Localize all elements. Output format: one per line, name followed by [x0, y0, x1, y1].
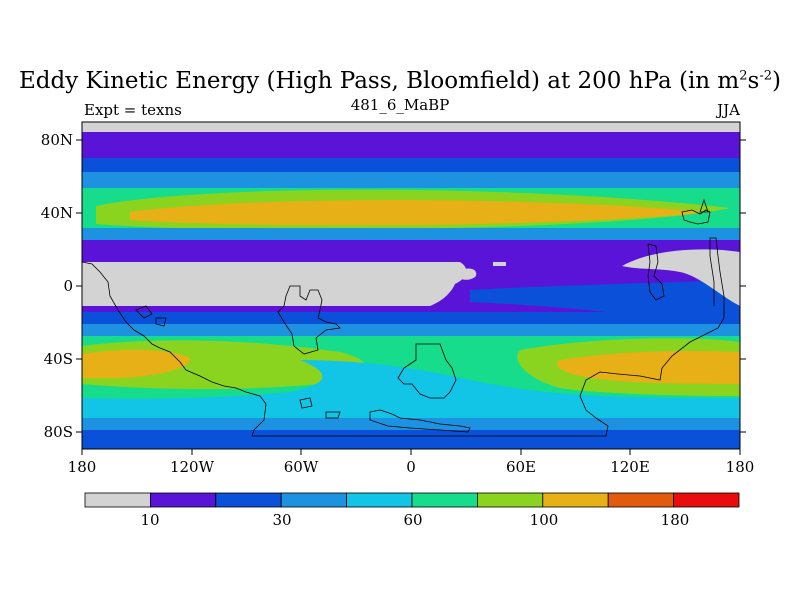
- tropic-missing-islet: [455, 268, 477, 280]
- colorbar-box-2: [215, 492, 282, 508]
- coastline-south-america-antarctica: [82, 237, 725, 437]
- coastline-islet-3: [135, 305, 153, 319]
- colorbar-box-5: [411, 492, 478, 508]
- colorbar-label-100: 100: [530, 511, 559, 529]
- colorbar-label-60: 60: [403, 511, 422, 529]
- colorbar-box-3: [280, 492, 348, 508]
- coastline-africa: [397, 343, 457, 399]
- colorbar: [84, 492, 740, 508]
- lon-label-60e: 60E: [506, 458, 536, 476]
- lat-label-80n: 80N: [41, 131, 73, 149]
- coastline-kamchatka: [699, 198, 709, 213]
- lat-label-0: 0: [63, 277, 73, 295]
- lon-label-60w: 60W: [284, 458, 319, 476]
- colorbar-box-6: [476, 492, 544, 508]
- coastline-japan: [681, 209, 711, 225]
- band-south-lightblue-2: [82, 360, 740, 430]
- lat-label-40s: 40S: [44, 350, 73, 368]
- coastline-indochina: [647, 243, 665, 301]
- lat-tick-marks: [76, 139, 746, 433]
- band-polar-lightblue: [82, 418, 740, 432]
- band-subtropic-lightblue: [82, 228, 740, 242]
- map-field: [82, 122, 740, 449]
- coastline-islet-4: [155, 317, 167, 327]
- lon-label-180w: 180: [68, 458, 97, 476]
- experiment-label: Expt = texns: [84, 101, 182, 119]
- colorbar-box-9: [673, 492, 740, 508]
- colorbar-box-7: [542, 492, 609, 508]
- band-south-core-west: [82, 349, 191, 378]
- lon-tick-marks: [81, 449, 741, 455]
- coastline-antarctic-peninsula: [369, 409, 471, 433]
- colorbar-label-180: 180: [661, 511, 690, 529]
- lat-label-40n: 40N: [41, 204, 73, 222]
- colorbar-box-8: [607, 492, 675, 508]
- tropic-missing-west: [82, 262, 467, 306]
- band-south-blue: [82, 312, 740, 326]
- lat-label-80s: 80S: [44, 423, 73, 441]
- tropic-missing-east: [622, 249, 740, 306]
- band-polar-missing: [82, 122, 740, 132]
- lon-tick-labels: 180 120W 60W 0 60E 120E 180: [68, 458, 755, 476]
- lat-tick-labels: 80N 40N 0 40S 80S: [41, 131, 73, 441]
- coastline-islet-1: [299, 397, 313, 409]
- band-north-blue: [82, 158, 740, 174]
- colorbar-label-30: 30: [272, 511, 291, 529]
- colorbar-label-10: 10: [140, 511, 159, 529]
- band-polar-blue: [82, 430, 740, 449]
- lon-label-0: 0: [406, 458, 416, 476]
- lon-label-120w: 120W: [170, 458, 215, 476]
- colorbar-box-0: [84, 492, 151, 508]
- band-south-core-east: [556, 350, 740, 384]
- plot-title: Eddy Kinetic Energy (High Pass, Bloomfie…: [19, 68, 781, 94]
- tropic-missing-speck: [493, 262, 506, 266]
- plot-subtitle: 481_6_MaBP: [350, 96, 450, 114]
- lon-label-120e: 120E: [610, 458, 650, 476]
- coastline-islet-2: [325, 411, 341, 419]
- colorbar-box-4: [346, 492, 413, 508]
- coastlines: [82, 198, 725, 437]
- colorbar-labels: 10 30 60 100 180: [140, 511, 689, 529]
- lon-label-180e: 180: [726, 458, 755, 476]
- coastline-central-america: [277, 285, 341, 355]
- colorbar-box-1: [149, 492, 217, 508]
- band-north-jet-core: [130, 200, 710, 226]
- season-label: JJA: [717, 101, 740, 119]
